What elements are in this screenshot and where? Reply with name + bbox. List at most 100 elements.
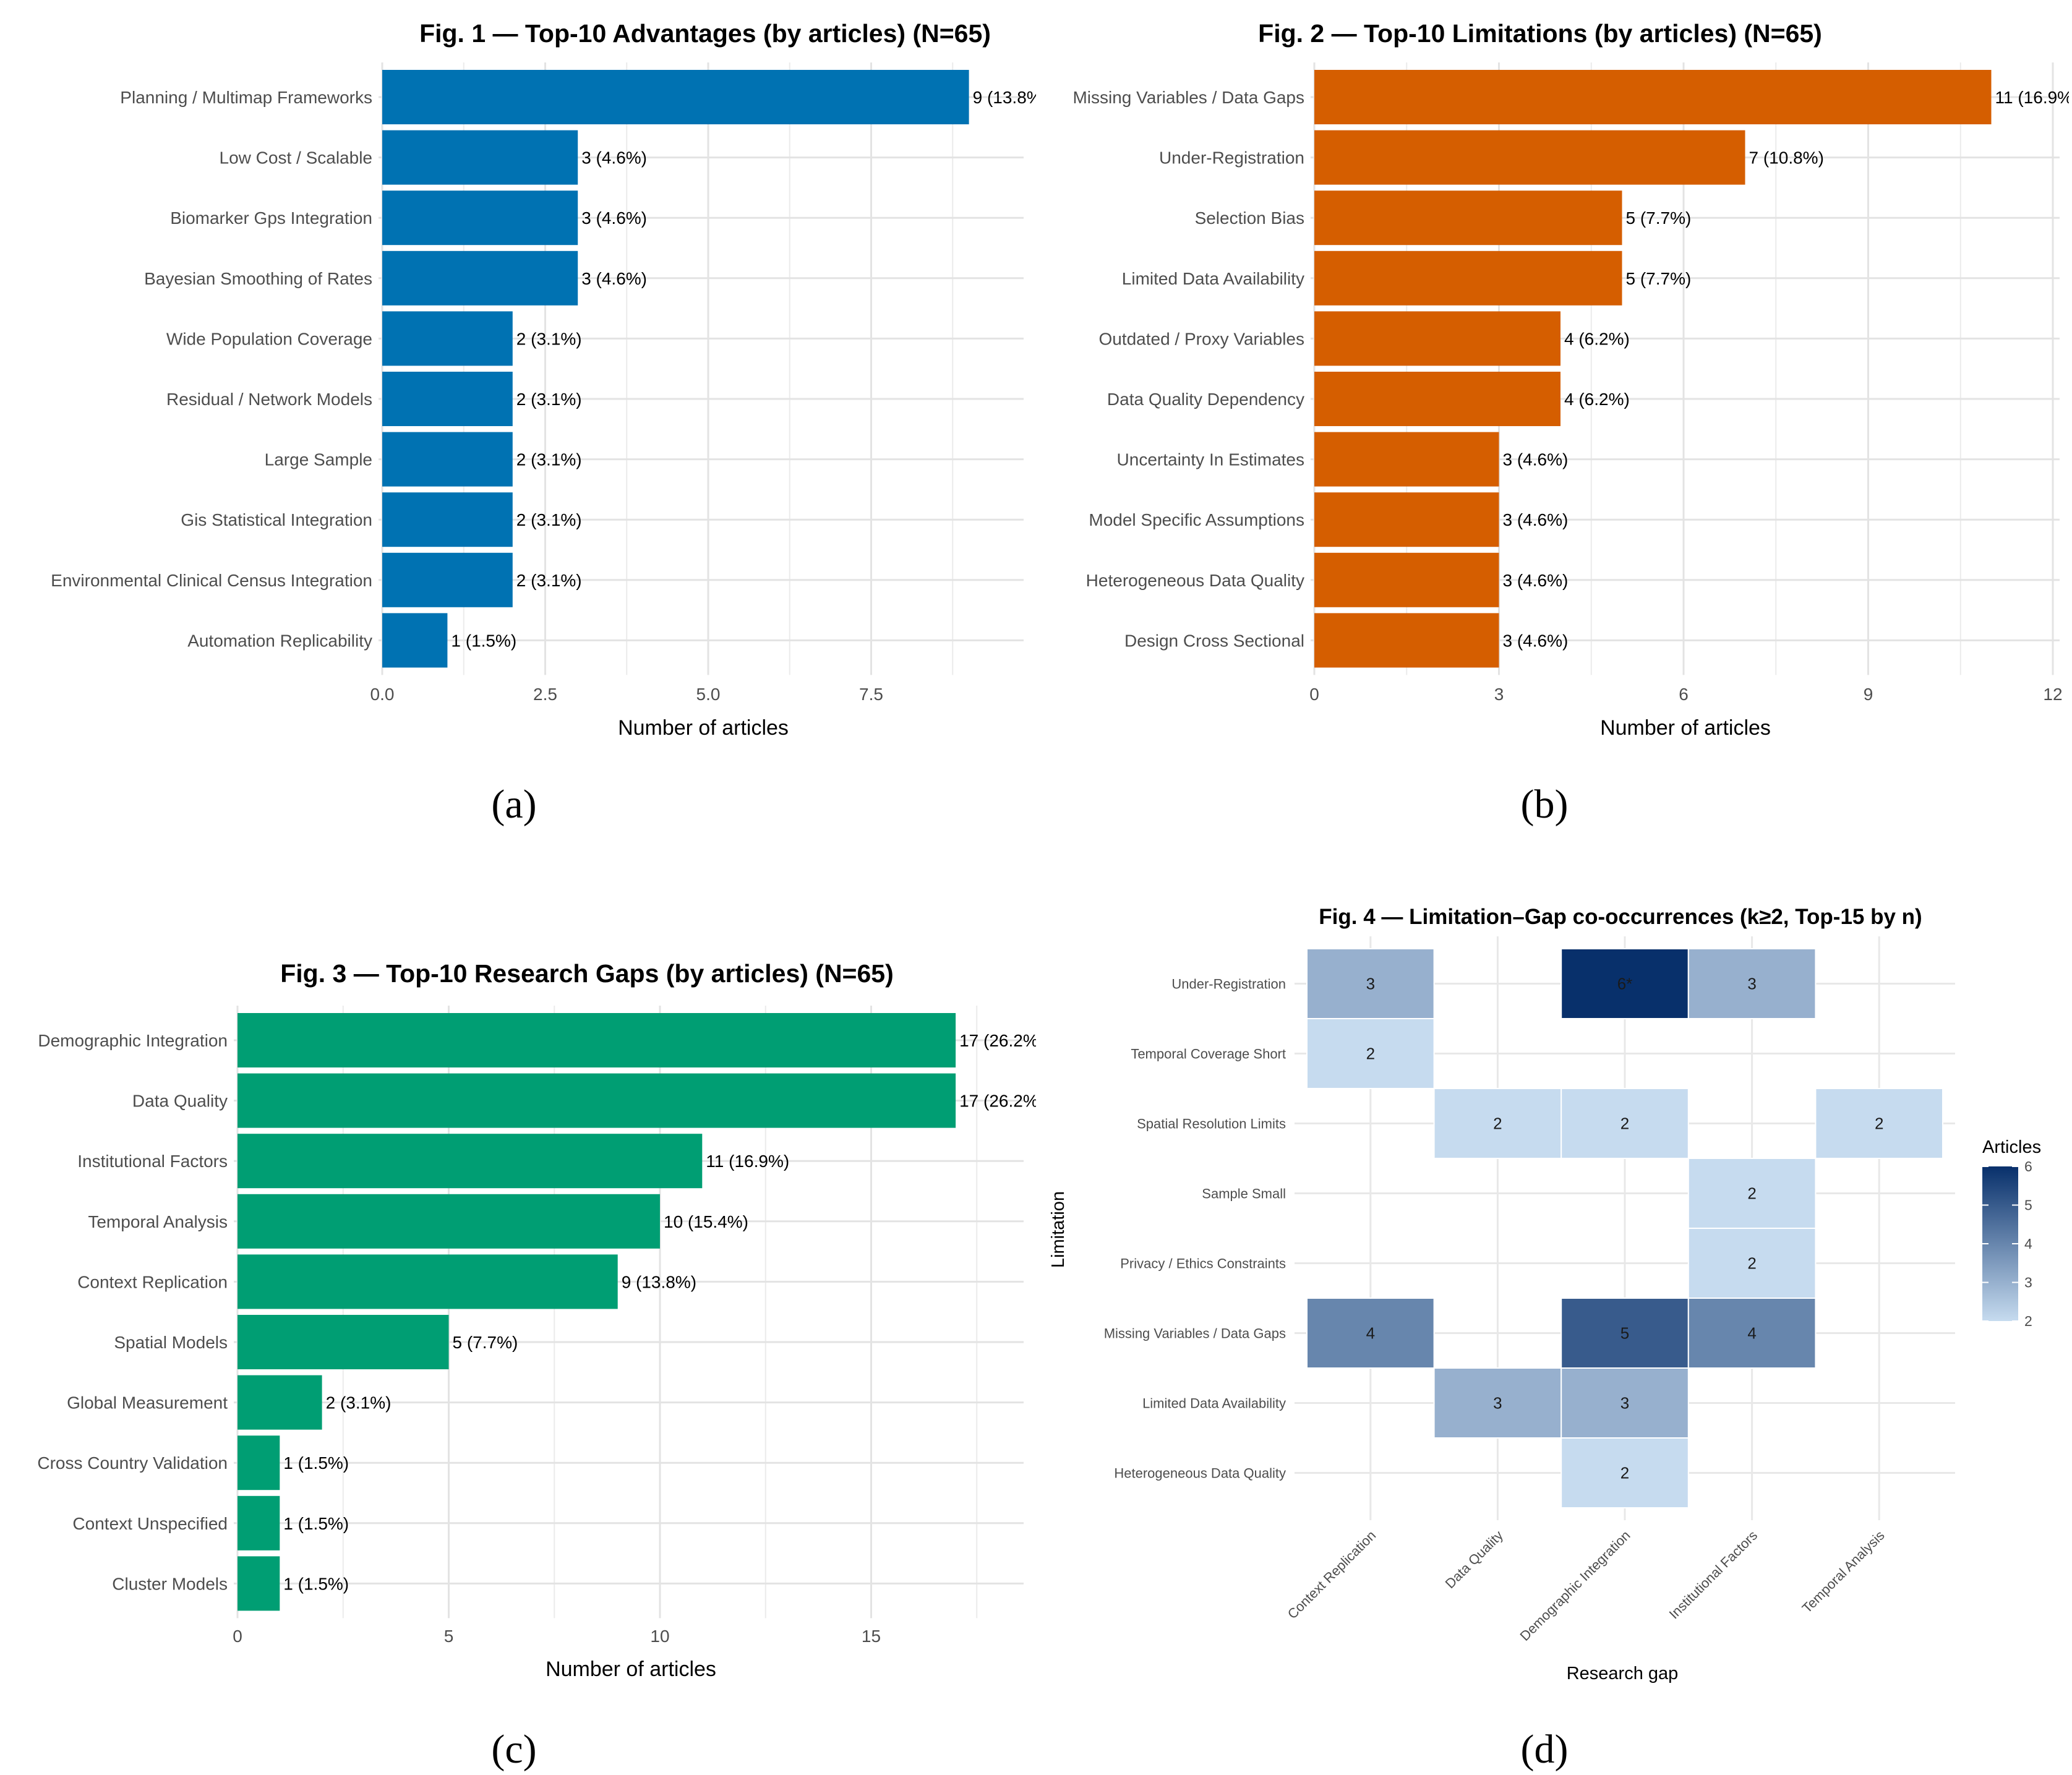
heatmap-cell-label: 3: [1747, 975, 1756, 993]
category-label: Institutional Factors: [77, 1152, 228, 1171]
category-label: Automation Replicability: [187, 631, 372, 650]
chart-title: Fig. 3 — Top-10 Research Gaps (by articl…: [280, 959, 894, 988]
bar: [1314, 250, 1622, 306]
x-tick-label: 12: [2043, 685, 2062, 704]
bar: [1314, 70, 1992, 124]
category-label: Outdated / Proxy Variables: [1098, 329, 1304, 348]
x-axis-label: Number of articles: [546, 1657, 716, 1681]
panel-label: (c): [491, 1727, 536, 1772]
data-label: 3 (4.6%): [1503, 571, 1569, 590]
heatmap-cell-label: 2: [1493, 1114, 1502, 1133]
heatmap-cell: [1687, 1228, 1817, 1299]
heatmap-cell: [1433, 1088, 1562, 1159]
bar: [1314, 311, 1560, 366]
x-tick-label: 0: [233, 1627, 242, 1646]
heatmap-cell: [1687, 1158, 1817, 1229]
heatmap-cell-label: 3: [1366, 975, 1375, 993]
data-labels: 11 (16.9% 7 (10.8%) 5 (7.7%) 5 (7.7%) 4 (6.2…: [1503, 88, 2070, 650]
bar: [238, 1013, 956, 1067]
category-label: Selection Bias: [1195, 208, 1304, 228]
heatmap-cell-label: 6*: [1617, 975, 1633, 993]
x-axis-label: Number of articles: [1600, 716, 1771, 740]
x-tick-label: 5: [444, 1627, 454, 1646]
data-label: 2 (3.1%): [516, 510, 582, 529]
x-tick-label: 9: [1864, 685, 1873, 704]
heatmap-cell: [1815, 1088, 1943, 1159]
bar: [382, 250, 578, 306]
category-label: Cluster Models: [112, 1574, 228, 1593]
heatmap-row-label: Temporal Coverage Short: [1131, 1046, 1286, 1062]
heatmap-cell-label: 5: [1620, 1324, 1629, 1343]
data-label: 11 (16.9%): [706, 1152, 789, 1171]
bar: [1314, 613, 1499, 668]
data-label: 3 (4.6%): [1503, 631, 1569, 650]
heatmap-col-label: Institutional Factors: [1666, 1528, 1761, 1622]
bar: [238, 1435, 280, 1491]
bar: [238, 1315, 449, 1369]
legend-title: Articles: [1982, 1137, 2041, 1157]
bar: [382, 492, 513, 547]
data-label: 2 (3.1%): [516, 571, 582, 590]
category-label: Data Quality: [132, 1092, 228, 1111]
x-tick-label: 15: [862, 1627, 881, 1646]
heatmap-cell-label: 2: [1747, 1254, 1756, 1273]
heatmap-title: Fig. 4 — Limitation–Gap co-occurrences (…: [1319, 905, 1922, 929]
data-label: 7 (10.8%): [1749, 148, 1824, 168]
heatmap-cell-label: 2: [1620, 1464, 1629, 1482]
heatmap-col-label: Demographic Integration: [1517, 1528, 1633, 1644]
category-label: Context Unspecified: [72, 1514, 228, 1533]
category-label: Model Specific Assumptions: [1089, 510, 1304, 529]
bar: [238, 1254, 618, 1309]
heatmap-cell: [1687, 948, 1817, 1019]
chart-title: Fig. 1 — Top-10 Advantages (by articles)…: [419, 19, 991, 48]
category-label: Global Measurement: [67, 1393, 228, 1413]
bar: [238, 1495, 280, 1550]
x-tick-label: 0.0: [370, 685, 395, 704]
heatmap-row-label: Spatial Resolution Limits: [1137, 1116, 1286, 1132]
bar: [238, 1194, 660, 1249]
bar: [238, 1073, 956, 1128]
bar: [1314, 190, 1622, 246]
x-tick-label: 2.5: [533, 685, 557, 704]
category-label: Data Quality Dependency: [1107, 390, 1304, 409]
heatmap-cell: [1560, 948, 1689, 1019]
bar: [382, 372, 513, 426]
category-label: Cross Country Validation: [37, 1453, 228, 1473]
category-label: Large Sample: [265, 450, 372, 469]
bar: [238, 1556, 280, 1611]
heatmap-cell: [1687, 1298, 1817, 1369]
heatmap-cell-label: 3: [1620, 1394, 1629, 1413]
heatmap-cell-label: 2: [1620, 1114, 1629, 1133]
category-label: Bayesian Smoothing of Rates: [144, 269, 372, 288]
data-label: 10 (15.4%): [664, 1212, 748, 1231]
bar: [1314, 130, 1745, 185]
category-label: Uncertainty In Estimates: [1117, 450, 1304, 469]
data-label: 2 (3.1%): [516, 450, 582, 469]
category-label: Demographic Integration: [38, 1031, 228, 1050]
panel-label: (b): [1521, 782, 1569, 827]
category-label: Temporal Analysis: [88, 1212, 228, 1231]
legend-tick-label: 5: [2024, 1197, 2032, 1213]
bar: [382, 130, 578, 185]
bar: [1314, 552, 1499, 607]
category-label: Biomarker Gps Integration: [170, 208, 372, 228]
data-label: 5 (7.7%): [453, 1333, 518, 1352]
legend-tick-label: 4: [2024, 1236, 2032, 1252]
category-label: Residual / Network Models: [166, 390, 372, 409]
heatmap-row-label: Privacy / Ethics Constraints: [1120, 1256, 1286, 1272]
category-label: Missing Variables / Data Gaps: [1072, 88, 1304, 107]
category-label: Planning / Multimap Frameworks: [120, 88, 372, 107]
heatmap-row-label: Missing Variables / Data Gaps: [1104, 1326, 1286, 1341]
data-label: 9 (13.8%: [973, 88, 1042, 107]
heatmap-row-label: Sample Small: [1202, 1186, 1286, 1202]
heatmap-cell-label: 2: [1747, 1184, 1756, 1203]
data-label: 3 (4.6%): [1503, 450, 1569, 469]
category-label: Environmental Clinical Census Integratio…: [51, 571, 372, 590]
category-label: Context Replication: [77, 1272, 228, 1291]
data-labels: 9 (13.8% 3 (4.6%) 3 (4.6%) 3 (4.6%) 2 (3.1%)…: [451, 88, 1042, 650]
bar: [238, 1375, 322, 1430]
heatmap-row-label: Heterogeneous Data Quality: [1114, 1466, 1286, 1481]
legend-tick-label: 2: [2024, 1313, 2032, 1329]
category-label: Spatial Models: [114, 1333, 228, 1352]
